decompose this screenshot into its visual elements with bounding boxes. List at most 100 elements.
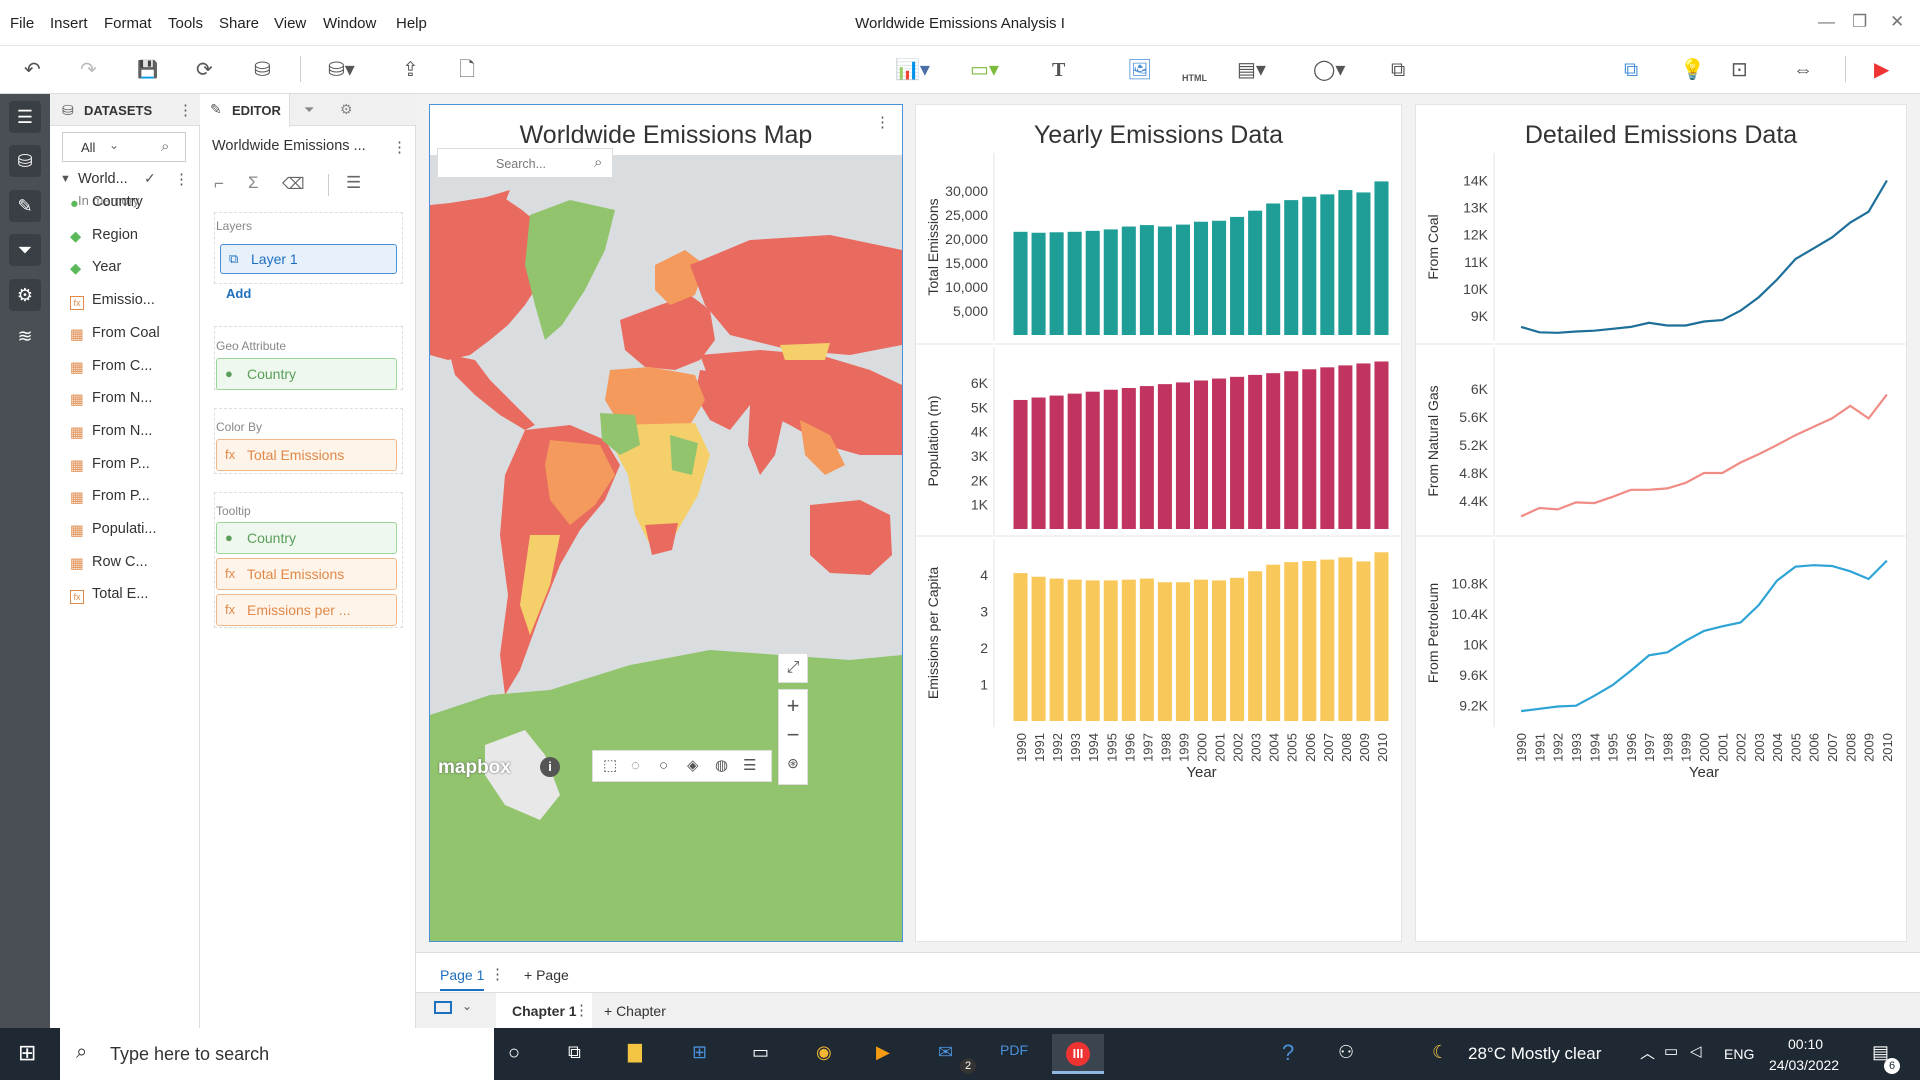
page-menu-icon[interactable]: ⋮ bbox=[490, 966, 505, 983]
text-icon[interactable]: T bbox=[1052, 59, 1066, 81]
search-icon[interactable]: ⌕ bbox=[594, 154, 603, 171]
people-icon[interactable]: ⚇ bbox=[1338, 1042, 1355, 1062]
pages-icon[interactable]: ☰ bbox=[9, 101, 41, 133]
world-map[interactable] bbox=[430, 155, 902, 941]
filter-tab-icon[interactable]: ⏷ bbox=[304, 102, 315, 117]
save-icon[interactable]: 💾 bbox=[137, 60, 159, 79]
dataset-field[interactable]: ▦ From N... bbox=[70, 423, 152, 441]
menu-format[interactable]: Format bbox=[104, 15, 152, 32]
redo-icon[interactable]: ↷ bbox=[80, 59, 97, 81]
terminal-icon[interactable]: ▭ bbox=[752, 1042, 770, 1062]
globe-icon[interactable]: ◍ bbox=[715, 757, 729, 774]
detailed-chart-card[interactable]: Detailed Emissions Data 9K 10K 11K 12K 13K 14… bbox=[1415, 104, 1907, 942]
color-icon[interactable]: ▭▾ bbox=[970, 59, 999, 81]
cortana-icon[interactable]: ○ bbox=[508, 1042, 521, 1064]
minimize-button[interactable]: — bbox=[1818, 12, 1835, 31]
chevron-up-icon[interactable]: ︿ bbox=[1640, 1045, 1656, 1062]
dataset-field[interactable]: ▦ From P... bbox=[70, 456, 150, 474]
dataset-menu-icon[interactable]: ⋮ bbox=[174, 171, 189, 188]
viz-menu-icon[interactable]: ⋮ bbox=[392, 139, 407, 156]
taskbar-search[interactable]: ⌕ Type here to search bbox=[60, 1028, 494, 1080]
close-button[interactable]: ✕ bbox=[1890, 12, 1905, 31]
editor-icon[interactable]: ✎ bbox=[9, 190, 41, 222]
task-view-icon[interactable]: ⧉ bbox=[568, 1042, 581, 1062]
dataset-field[interactable]: ▦ From Coal bbox=[70, 325, 160, 343]
help-icon[interactable]: ? bbox=[1282, 1040, 1295, 1065]
windows-start-icon[interactable]: ⊞ bbox=[18, 1040, 37, 1065]
chapter-tab[interactable]: Chapter 1 bbox=[512, 1003, 577, 1019]
page-tab[interactable]: Page 1 bbox=[440, 967, 485, 991]
tooltip-country-chip[interactable]: ● Country bbox=[216, 522, 397, 554]
media-icon[interactable]: ▶ bbox=[876, 1042, 890, 1062]
menu-insert[interactable]: Insert bbox=[50, 15, 88, 32]
dataset-filter[interactable]: All ⌄ ⌕ bbox=[62, 132, 186, 162]
tooltip-total-chip[interactable]: fx Total Emissions bbox=[216, 558, 397, 590]
circle-select-icon[interactable]: ○ bbox=[659, 757, 669, 774]
restore-button[interactable]: ❐ bbox=[1852, 12, 1868, 31]
html-icon[interactable]: HTML bbox=[1182, 73, 1207, 83]
datasource-icon[interactable]: ⛁ bbox=[254, 59, 271, 81]
add-layer-link[interactable]: Add bbox=[226, 286, 252, 301]
lasso-icon[interactable]: ◌ bbox=[631, 757, 640, 774]
layer-1-item[interactable]: ⧉ Layer 1 bbox=[220, 244, 397, 274]
geo-attribute-chip[interactable]: ● Country bbox=[216, 358, 397, 390]
new-panel-icon[interactable]: ⧉ bbox=[1391, 59, 1406, 81]
insight-icon[interactable]: 💡 bbox=[1680, 59, 1705, 81]
color-by-chip[interactable]: fx Total Emissions bbox=[216, 439, 397, 471]
layers-toggle-icon[interactable]: ◈ bbox=[687, 757, 699, 774]
yearly-chart-card[interactable]: Yearly Emissions Data 5,000 10,000 15,000 2… bbox=[915, 104, 1402, 942]
filter-panel-icon[interactable]: ⏷ bbox=[9, 234, 41, 266]
zoom-out-icon[interactable]: − bbox=[786, 722, 800, 747]
dataset-field[interactable]: ▦ Row C... bbox=[70, 554, 148, 572]
map-search-box[interactable]: Search... ⌕ bbox=[437, 148, 613, 178]
play-icon[interactable]: ▶ bbox=[1874, 59, 1890, 81]
expand-icon[interactable]: ▼ bbox=[60, 173, 71, 185]
editor-title[interactable]: EDITOR bbox=[232, 103, 281, 118]
pdf-icon[interactable]: PDF bbox=[1000, 1042, 1028, 1058]
compass-icon[interactable]: ⊛ bbox=[787, 755, 799, 771]
resize-icon[interactable]: ⇔ bbox=[1793, 59, 1813, 81]
settings-icon[interactable]: ⚙ bbox=[9, 279, 41, 311]
new-document-icon[interactable]: 🗋 bbox=[459, 59, 476, 81]
dataset-field[interactable]: ◆ Year bbox=[70, 259, 121, 277]
chrome-icon[interactable]: ◉ bbox=[816, 1042, 832, 1062]
file-explorer-icon[interactable]: ▇ bbox=[628, 1042, 642, 1062]
rect-select-icon[interactable]: ⬚ bbox=[603, 757, 618, 774]
tooltip-percapita-chip[interactable]: fx Emissions per ... bbox=[216, 594, 397, 626]
language-indicator[interactable]: ENG bbox=[1724, 1046, 1755, 1062]
map-card[interactable]: Worldwide Emissions Map ⋮ bbox=[429, 104, 903, 942]
dataset-field[interactable]: fx Total E... bbox=[70, 586, 148, 605]
datasets-icon[interactable]: ⛁ bbox=[9, 145, 41, 177]
sigma-icon[interactable]: Σ bbox=[248, 173, 259, 192]
layers-icon[interactable]: ≋ bbox=[17, 326, 33, 346]
dataset-field[interactable]: ▦ From P... bbox=[70, 488, 150, 506]
dataset-field[interactable]: ▦ Populati... bbox=[70, 521, 157, 539]
legend-icon[interactable]: ☰ bbox=[743, 757, 757, 774]
insert-chart-icon[interactable]: 📊▾ bbox=[895, 59, 930, 81]
mail-icon[interactable]: ✉ bbox=[938, 1042, 954, 1062]
volume-icon[interactable]: ◁ bbox=[1690, 1043, 1702, 1060]
menu-view[interactable]: View bbox=[274, 15, 307, 32]
dataset-field[interactable]: fx Emissio... bbox=[70, 292, 155, 311]
dataset-field[interactable]: ▦ From N... bbox=[70, 390, 152, 408]
menu-window[interactable]: Window bbox=[323, 15, 377, 32]
shapes-icon[interactable]: ◯▾ bbox=[1313, 59, 1346, 81]
datasets-menu-icon[interactable]: ⋮ bbox=[178, 102, 193, 119]
store-icon[interactable]: ⊞ bbox=[692, 1042, 708, 1062]
chapter-menu-icon[interactable]: ⋮ bbox=[574, 1002, 589, 1019]
filter-icon[interactable]: ▤▾ bbox=[1237, 59, 1266, 81]
dataset-name[interactable]: World... bbox=[78, 171, 128, 187]
active-app-slot[interactable]: III bbox=[1052, 1034, 1104, 1074]
clock-date[interactable]: 24/03/2022 bbox=[1769, 1057, 1840, 1073]
clock-time[interactable]: 00:10 bbox=[1788, 1036, 1824, 1052]
zoom-in-icon[interactable]: + bbox=[786, 693, 800, 718]
export-icon[interactable]: ⇪ bbox=[402, 59, 419, 81]
notifications-icon[interactable]: ▤ bbox=[1872, 1042, 1890, 1062]
add-chapter-button[interactable]: + Chapter bbox=[604, 1003, 666, 1019]
settings-sliders-icon[interactable]: ☰ bbox=[346, 173, 362, 192]
map-menu-icon[interactable]: ⋮ bbox=[875, 114, 890, 131]
menu-help[interactable]: Help bbox=[396, 15, 427, 32]
dataset-field[interactable]: ● Country bbox=[70, 194, 143, 212]
eraser-icon[interactable]: ⌫ bbox=[282, 176, 305, 193]
image-icon[interactable]: 🖼 bbox=[1127, 59, 1153, 81]
